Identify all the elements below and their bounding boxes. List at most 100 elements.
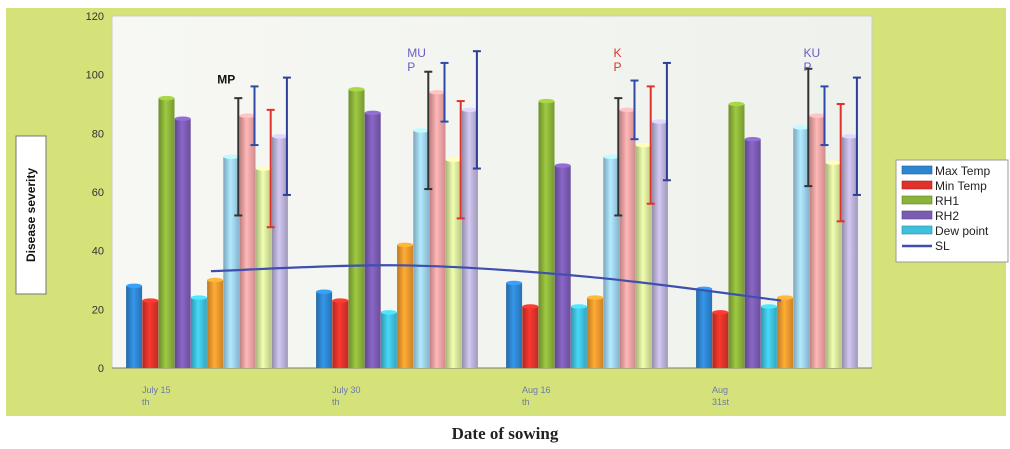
y-tick-label: 20	[92, 304, 104, 316]
bar	[777, 297, 794, 368]
bar-top	[413, 128, 430, 133]
bar	[712, 312, 729, 368]
bars-layer	[126, 87, 858, 369]
annotation-label: K	[614, 46, 622, 60]
bar-top	[760, 304, 777, 309]
error-bar	[282, 76, 291, 196]
legend-swatch	[901, 165, 933, 175]
bar-top	[506, 280, 523, 286]
bar-top	[348, 87, 365, 92]
annotation-label: P	[614, 60, 622, 74]
y-axis: 0 20 40 60 80 100 120	[86, 11, 104, 375]
bar-top	[522, 304, 539, 309]
legend-label: SL	[935, 239, 950, 253]
error-bar	[266, 108, 275, 229]
error-bar	[804, 67, 813, 188]
bar	[207, 280, 224, 368]
legend-label: Min Temp	[935, 179, 987, 193]
bar-top	[603, 154, 620, 159]
bar	[538, 101, 555, 369]
y-axis-title: Disease severity	[24, 168, 38, 262]
x-tick-label: Aug	[712, 385, 728, 395]
bar	[397, 244, 414, 368]
bar	[841, 136, 858, 368]
annotation-label: KU	[804, 46, 821, 60]
bar-top	[332, 298, 349, 303]
error-bar	[234, 97, 243, 217]
bar-top	[651, 119, 668, 124]
bar-top	[429, 90, 446, 95]
bar	[587, 297, 604, 368]
bar	[522, 306, 539, 368]
bar-top	[207, 277, 224, 283]
bar-top	[728, 101, 745, 107]
x-tick-label: th	[142, 397, 150, 407]
bar	[271, 136, 288, 368]
bar-top	[825, 160, 842, 165]
bar	[364, 112, 381, 368]
legend-swatch	[901, 225, 933, 235]
error-bars-layer	[234, 50, 861, 229]
bar-top	[744, 137, 761, 142]
bar-top	[635, 142, 652, 148]
bar	[619, 109, 636, 368]
bar	[554, 165, 571, 368]
bar-top	[841, 134, 858, 139]
bar-top	[380, 310, 397, 315]
y-tick-label: 0	[98, 363, 104, 375]
legend-label: Max Temp	[935, 164, 990, 178]
bar	[239, 115, 256, 368]
bar-top	[364, 110, 381, 116]
error-bar	[614, 97, 623, 217]
y-tick-label: 60	[92, 187, 104, 199]
bar	[793, 127, 810, 368]
bar	[126, 285, 143, 368]
bar-top	[777, 295, 794, 300]
bar-top	[712, 310, 729, 315]
y-tick-label: 80	[92, 128, 104, 140]
bar-top	[587, 295, 604, 300]
bar-top	[126, 283, 143, 289]
bar	[174, 118, 191, 369]
error-bar	[836, 103, 845, 223]
error-bar	[456, 100, 465, 220]
legend-label: RH2	[935, 209, 959, 223]
bar	[651, 121, 668, 368]
y-tick-label: 40	[92, 246, 104, 258]
error-bar	[820, 85, 829, 147]
bar-top	[809, 113, 826, 118]
y-tick-label: 100	[86, 70, 104, 82]
error-bar	[852, 76, 861, 196]
bar	[696, 288, 713, 368]
annotation-label: MU	[407, 46, 426, 60]
bar-top	[174, 116, 191, 121]
bar-top	[461, 107, 478, 113]
trend-line-layer	[210, 264, 782, 302]
bar-top	[445, 157, 462, 162]
x-tick-label: Aug 16	[522, 385, 551, 395]
error-bar	[250, 85, 259, 147]
bar-top	[793, 125, 810, 130]
bar	[158, 98, 175, 368]
annotation-label: P	[407, 60, 415, 74]
x-axis: July 15 th July 30 th Aug 16 th Aug 31st	[142, 385, 730, 407]
bar	[809, 115, 826, 368]
annotation-label: MP	[217, 72, 235, 86]
bar	[728, 104, 745, 368]
sl-trend-line	[210, 264, 782, 302]
bar-top	[158, 95, 175, 101]
bar-top	[538, 98, 555, 104]
bar-top	[255, 166, 272, 171]
legend-label: RH1	[935, 194, 959, 208]
bar	[190, 297, 207, 368]
bar-top	[190, 295, 207, 300]
bar	[332, 300, 349, 368]
bar	[413, 130, 430, 368]
x-tick-label: July 30	[332, 385, 361, 395]
error-bar	[472, 50, 481, 170]
bar	[635, 145, 652, 368]
bar-top	[619, 107, 636, 113]
bar-top	[271, 134, 288, 139]
